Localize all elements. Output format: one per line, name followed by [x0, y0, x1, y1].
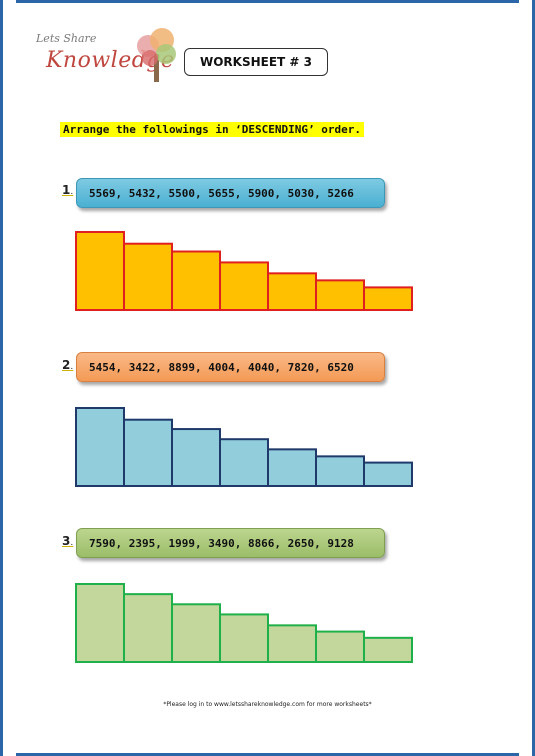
worksheet-title: WORKSHEET # 3: [184, 48, 328, 76]
descending-bars-3: [75, 583, 413, 664]
bar-4: [219, 613, 269, 663]
bar-3: [171, 250, 221, 311]
bar-3: [171, 428, 221, 487]
bar-2: [123, 418, 173, 488]
question-number-1: 1.: [62, 183, 74, 197]
bar-4: [219, 438, 269, 487]
bar-1: [75, 231, 125, 311]
bar-6: [315, 630, 365, 664]
bar-5: [267, 448, 317, 487]
descending-bars-1: [75, 231, 413, 312]
bar-4: [219, 261, 269, 311]
bar-2: [123, 593, 173, 664]
bar-3: [171, 603, 221, 664]
decorative-border-top: [0, 0, 535, 16]
bar-7: [363, 461, 413, 487]
bar-6: [315, 455, 365, 487]
number-set-3: 7590, 2395, 1999, 3490, 8866, 2650, 9128: [76, 528, 385, 558]
tree-icon: [137, 28, 176, 82]
bar-7: [363, 636, 413, 663]
question-number-2: 2.: [62, 358, 74, 372]
instruction-text: Arrange the followings in ‘DESCENDING’ o…: [60, 122, 365, 137]
footer-note: *Please log in to www.letsshareknowledge…: [163, 701, 372, 708]
decorative-border-left: [0, 0, 16, 756]
question-number-3: 3.: [62, 534, 74, 548]
bar-1: [75, 407, 125, 487]
bar-5: [267, 624, 317, 663]
descending-bars-2: [75, 407, 413, 488]
decorative-border-bottom: [0, 740, 535, 756]
number-set-1: 5569, 5432, 5500, 5655, 5900, 5030, 5266: [76, 178, 385, 208]
site-logo: Lets Share Knowledge: [30, 26, 180, 86]
bar-7: [363, 286, 413, 312]
bar-5: [267, 272, 317, 311]
logo-line-1: Lets Share: [36, 32, 97, 45]
bar-6: [315, 279, 365, 311]
bar-1: [75, 583, 125, 663]
number-set-2: 5454, 3422, 8899, 4004, 4040, 7820, 6520: [76, 352, 385, 382]
bar-2: [123, 242, 173, 312]
decorative-border-right: [519, 0, 535, 756]
